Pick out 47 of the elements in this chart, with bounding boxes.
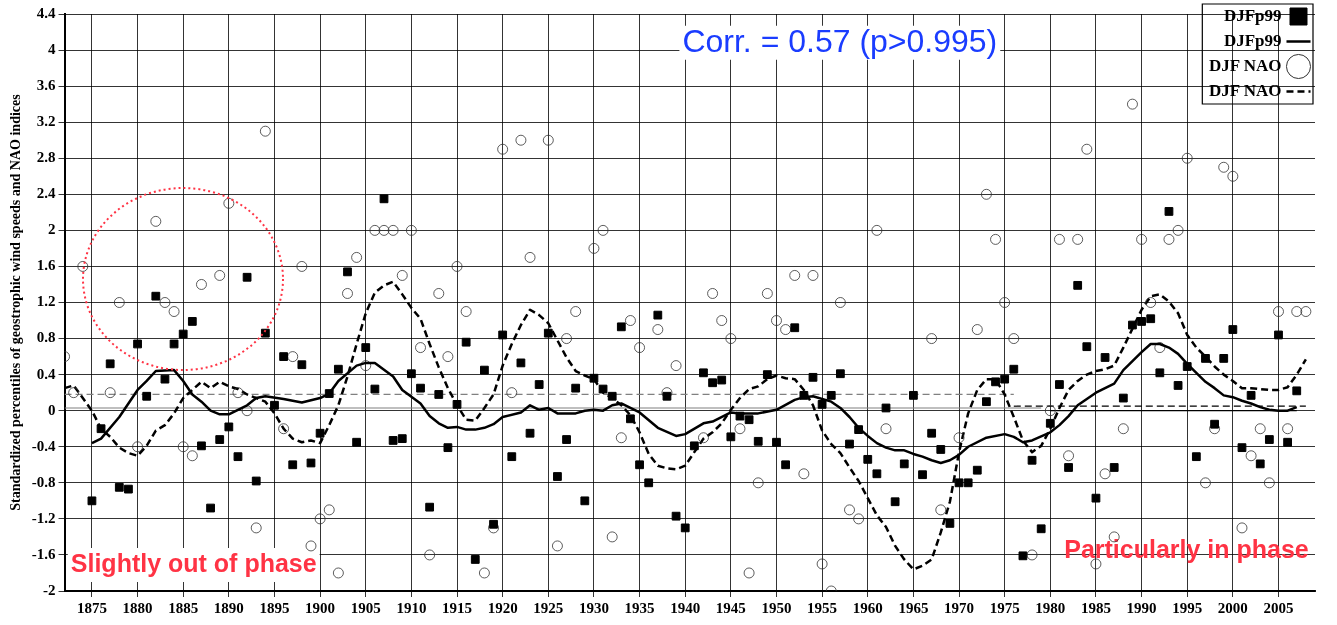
x-tick-label: 1885: [168, 599, 199, 616]
x-tick-label: 1940: [670, 599, 701, 616]
annotation: Corr. = 0.57 (p>0.995): [682, 22, 998, 59]
x-tick-label: 1935: [624, 599, 655, 616]
x-tick-label: 1970: [944, 599, 975, 616]
x-tick-label: 1955: [807, 599, 838, 616]
x-tick-label: 1910: [396, 599, 427, 616]
y-tick-label: 1.2: [36, 293, 56, 310]
x-tick-label: 1890: [213, 599, 244, 616]
x-tick-label: 1950: [761, 599, 792, 616]
y-tick-label: 3.2: [36, 113, 56, 130]
x-tick-label: 1925: [533, 599, 564, 616]
x-tick-label: 1895: [259, 599, 290, 616]
x-tick-label: 1880: [122, 599, 153, 616]
x-tick-label: 1980: [1035, 599, 1066, 616]
annotation: Slightly out of phase: [70, 548, 317, 577]
x-tick-label: 1920: [487, 599, 518, 616]
y-tick-label: 3.6: [36, 77, 57, 93]
y-tick-label: 2: [48, 221, 56, 238]
y-tick-label: 2.8: [36, 149, 56, 166]
x-tick-label: 1990: [1126, 599, 1157, 616]
y-tick-label: 2.4: [36, 185, 57, 202]
y-tick-label: -2: [43, 581, 56, 598]
x-tick-label: 2005: [1263, 599, 1294, 616]
y-tick-label: 0.8: [36, 329, 56, 346]
y-axis-title: Standardized percentiles of geostrophic wind speeds and NAO indices: [8, 93, 24, 511]
y-tick-label: -0.4: [31, 437, 57, 454]
y-tick-label: 0: [48, 401, 56, 418]
x-tick-label: 1960: [852, 599, 883, 616]
x-tick-label: 1930: [578, 599, 609, 616]
x-tick-label: 1900: [305, 599, 336, 616]
x-tick-label: 1875: [76, 599, 107, 616]
x-tick-label: 1965: [898, 599, 929, 616]
y-tick-label: -0.8: [31, 473, 56, 490]
y-tick-label: 1.6: [36, 257, 57, 274]
x-tick-label: 1975: [989, 599, 1020, 616]
y-tick-label: 4: [48, 40, 57, 57]
y-tick-label: 0.4: [36, 365, 57, 382]
y-tick-label: 4.4: [36, 4, 57, 21]
x-tick-label: 1915: [442, 599, 473, 616]
y-tick-label: -1.6: [31, 545, 57, 562]
x-tick-label: 1995: [1172, 599, 1203, 616]
x-tick-label: 2000: [1217, 599, 1248, 616]
y-tick-label: -1.2: [31, 509, 56, 526]
x-tick-label: 1945: [715, 599, 746, 616]
x-tick-label: 1905: [350, 599, 381, 616]
x-tick-label: 1985: [1080, 599, 1111, 616]
